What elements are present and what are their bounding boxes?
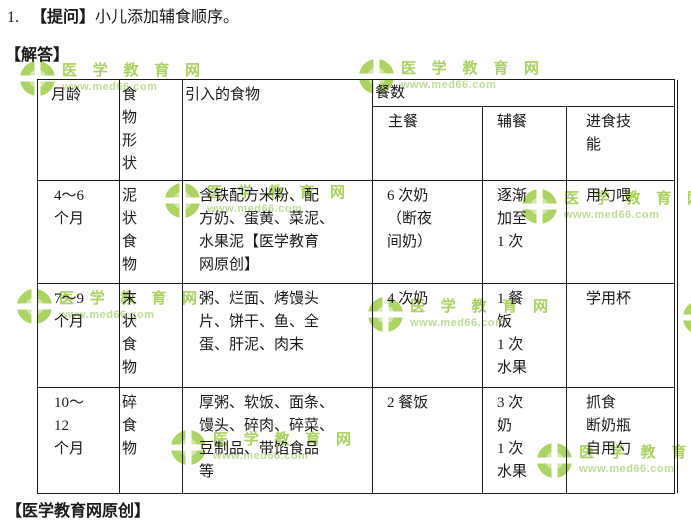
question-text: 小儿添加辅食顺序。 bbox=[95, 9, 240, 26]
ask-label: 【提问】 bbox=[31, 9, 96, 26]
cell-skill: 抓食 断奶瓶 自用勺 bbox=[566, 387, 675, 494]
header-main-meal: 主餐 bbox=[372, 106, 483, 181]
watermark bbox=[683, 300, 691, 335]
header-introduced-food: 引入的食物 bbox=[182, 79, 373, 181]
header-food-form: 食 物 形 状 bbox=[119, 79, 183, 181]
table-row: 4～6 个月 泥 状 食 物 含铁配方米粉、配 方奶、蛋黄、菜泥、 水果泥【医学… bbox=[37, 180, 675, 284]
watermark-site-name: 医 学 教 育 网 bbox=[62, 63, 207, 79]
table-row: 10～ 12 个月 碎 食 物 厚粥、软饭、面条、 馒头、碎肉、碎菜、 豆制品、… bbox=[37, 387, 675, 494]
header-skill: 进食技 能 bbox=[566, 106, 675, 181]
cell-introduced-food: 厚粥、软饭、面条、 馒头、碎肉、碎菜、 豆制品、带馅食品 等 bbox=[182, 387, 373, 494]
answer-label: 【解答】 bbox=[5, 47, 70, 64]
header-row-sub: 主餐 辅餐 进食技 能 bbox=[38, 106, 675, 181]
cell-introduced-food: 含铁配方米粉、配 方奶、蛋黄、菜泥、 水果泥【医学教育 网原创】 bbox=[182, 180, 373, 284]
cell-main-meal: 2 餐饭 bbox=[372, 387, 483, 494]
cell-food-form: 泥 状 食 物 bbox=[119, 180, 183, 284]
cell-food-form: 碎 食 物 bbox=[119, 387, 183, 494]
cell-main-meal: 4 次奶 bbox=[372, 283, 483, 388]
question-line: 1. 【提问】小儿添加辅食顺序。 bbox=[7, 7, 239, 29]
table-outer-border-line bbox=[677, 80, 678, 493]
header-row-top: 月龄 食 物 形 状 引入的食物 餐数 bbox=[37, 79, 675, 181]
cell-skill: 用勺喂 bbox=[566, 180, 675, 284]
question-number: 1. bbox=[7, 9, 19, 26]
cell-aux-meal: 3 次 奶 1 次 水果 bbox=[482, 387, 567, 494]
cell-age: 4～6 个月 bbox=[37, 180, 120, 284]
cell-skill: 学用杯 bbox=[566, 283, 675, 388]
cell-main-meal: 6 次奶 （断夜 间奶） bbox=[372, 180, 483, 284]
header-aux-meal: 辅餐 bbox=[482, 106, 567, 181]
header-age: 月龄 bbox=[37, 79, 120, 181]
med66-logo-icon bbox=[683, 300, 691, 335]
cell-aux-meal: 逐渐 加至 1 次 bbox=[482, 180, 567, 284]
complementary-feeding-table: 月龄 食 物 形 状 引入的食物 餐数 主餐 辅餐 进食技 能 4～6 个月 泥… bbox=[37, 79, 675, 494]
header-meals: 餐数 bbox=[372, 79, 675, 107]
cell-introduced-food: 粥、烂面、烤馒头 片、饼干、鱼、全 蛋、肝泥、肉末 bbox=[182, 283, 373, 388]
watermark-site-name: 医 学 教 育 网 bbox=[401, 61, 546, 77]
footer-origin-note: 【医学教育网原创】 bbox=[6, 503, 151, 520]
cell-aux-meal: 1 餐 饭 1 次 水果 bbox=[482, 283, 567, 388]
cell-food-form: 末 状 食 物 bbox=[119, 283, 183, 388]
table-row: 7～9 个月 末 状 食 物 粥、烂面、烤馒头 片、饼干、鱼、全 蛋、肝泥、肉末… bbox=[37, 283, 675, 388]
cell-age: 10～ 12 个月 bbox=[37, 387, 120, 494]
cell-age: 7～9 个月 bbox=[37, 283, 120, 388]
